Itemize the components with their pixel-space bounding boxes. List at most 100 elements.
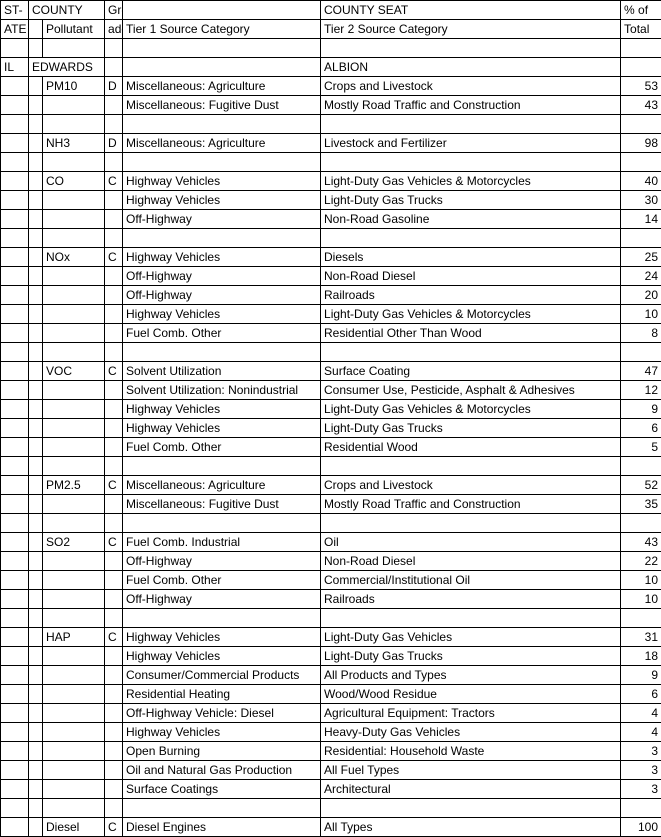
table-row: PM10DMiscellaneous: AgricultureCrops and… xyxy=(1,77,661,96)
table-row: Fuel Comb. OtherResidential Wood5 xyxy=(1,438,661,457)
cell-pollutant xyxy=(43,191,105,210)
cell-grade xyxy=(105,647,123,666)
cell-pollutant xyxy=(43,666,105,685)
cell-blank xyxy=(29,172,43,191)
cell-blank xyxy=(29,286,43,305)
cell-tier1 xyxy=(123,457,321,476)
cell-blank xyxy=(29,552,43,571)
cell-grade xyxy=(105,400,123,419)
cell-tier2: Crops and Livestock xyxy=(321,476,621,495)
table-row xyxy=(1,343,661,362)
cell-state xyxy=(1,115,29,134)
cell-grade xyxy=(105,495,123,514)
table-row: NOxCHighway VehiclesDiesels25 xyxy=(1,248,661,267)
cell-tier1: Fuel Comb. Industrial xyxy=(123,533,321,552)
cell-state xyxy=(1,96,29,115)
cell-state xyxy=(1,77,29,96)
cell-grade xyxy=(105,381,123,400)
cell-blank xyxy=(29,343,43,362)
header-row-2: ATEPollutantadeTier 1 Source CategoryTie… xyxy=(1,20,661,39)
cell-pct: 6 xyxy=(621,419,661,438)
cell-pollutant: Diesel xyxy=(43,818,105,837)
cell-pct: 47 xyxy=(621,362,661,381)
table-row: Solvent Utilization: NonindustrialConsum… xyxy=(1,381,661,400)
cell-pollutant: NOx xyxy=(43,248,105,267)
table-row: Consumer/Commercial ProductsAll Products… xyxy=(1,666,661,685)
cell-grade xyxy=(105,457,123,476)
cell-state xyxy=(1,210,29,229)
table-row: SO2CFuel Comb. IndustrialOil43 xyxy=(1,533,661,552)
cell-pollutant xyxy=(43,799,105,818)
cell-state xyxy=(1,229,29,248)
cell-pollutant xyxy=(43,761,105,780)
cell-tier2: Residential Other Than Wood xyxy=(321,324,621,343)
cell-blank xyxy=(29,476,43,495)
cell-tier2: Oil xyxy=(321,533,621,552)
cell-pct: 25 xyxy=(621,248,661,267)
table-row: Off-HighwayRailroads10 xyxy=(1,590,661,609)
cell-blank xyxy=(29,381,43,400)
cell-tier1: Miscellaneous: Agriculture xyxy=(123,77,321,96)
cell-tier1 xyxy=(123,39,321,58)
cell-grade xyxy=(105,153,123,172)
cell-state xyxy=(1,172,29,191)
cell-pollutant: CO xyxy=(43,172,105,191)
cell-pollutant xyxy=(43,723,105,742)
cell-blank xyxy=(29,153,43,172)
table-row: COCHighway VehiclesLight-Duty Gas Vehicl… xyxy=(1,172,661,191)
cell-state xyxy=(1,438,29,457)
table-row xyxy=(1,115,661,134)
cell-grade xyxy=(105,742,123,761)
cell-tier1: Residential Heating xyxy=(123,685,321,704)
cell-tier2: Light-Duty Gas Vehicles xyxy=(321,628,621,647)
cell-grade: C xyxy=(105,818,123,837)
cell-state xyxy=(1,248,29,267)
cell-pollutant xyxy=(43,552,105,571)
cell-pollutant xyxy=(43,210,105,229)
cell-tier1 xyxy=(123,609,321,628)
cell-pct: 3 xyxy=(621,780,661,799)
table-row: Highway VehiclesLight-Duty Gas Trucks18 xyxy=(1,647,661,666)
cell-grade xyxy=(105,552,123,571)
cell-state xyxy=(1,742,29,761)
cell-state xyxy=(1,495,29,514)
cell-pct xyxy=(621,153,661,172)
cell-pollutant xyxy=(43,324,105,343)
cell-state xyxy=(1,799,29,818)
cell-state xyxy=(1,761,29,780)
cell-state xyxy=(1,818,29,837)
cell-pct xyxy=(621,799,661,818)
cell-state xyxy=(1,305,29,324)
cell-pollutant xyxy=(43,400,105,419)
cell-state xyxy=(1,286,29,305)
cell-grade xyxy=(105,267,123,286)
cell-blank xyxy=(29,77,43,96)
cell-pct: 9 xyxy=(621,400,661,419)
cell-tier1: Diesel Engines xyxy=(123,818,321,837)
cell-pollutant: SO2 xyxy=(43,533,105,552)
cell-tier1: Miscellaneous: Fugitive Dust xyxy=(123,495,321,514)
cell-state xyxy=(1,400,29,419)
cell-pollutant xyxy=(43,267,105,286)
cell-tier1: Highway Vehicles xyxy=(123,191,321,210)
cell-blank xyxy=(29,780,43,799)
cell-state xyxy=(1,571,29,590)
cell-blank xyxy=(29,533,43,552)
table-row: Highway VehiclesHeavy-Duty Gas Vehicles4 xyxy=(1,723,661,742)
cell-tier1: Fuel Comb. Other xyxy=(123,571,321,590)
header-tier2-2: Tier 2 Source Category xyxy=(321,20,621,39)
cell-tier1: Open Burning xyxy=(123,742,321,761)
cell-blank xyxy=(29,191,43,210)
table-row xyxy=(1,457,661,476)
cell-state xyxy=(1,134,29,153)
cell-grade xyxy=(105,58,123,77)
cell-state xyxy=(1,780,29,799)
cell-tier2: Non-Road Diesel xyxy=(321,267,621,286)
cell-county: EDWARDS xyxy=(29,58,105,77)
table-row: Off-HighwayNon-Road Diesel24 xyxy=(1,267,661,286)
cell-tier1: Off-Highway Vehicle: Diesel xyxy=(123,704,321,723)
cell-pollutant xyxy=(43,229,105,248)
cell-tier1: Highway Vehicles xyxy=(123,172,321,191)
cell-state: IL xyxy=(1,58,29,77)
cell-tier2: Light-Duty Gas Vehicles & Motorcycles xyxy=(321,400,621,419)
